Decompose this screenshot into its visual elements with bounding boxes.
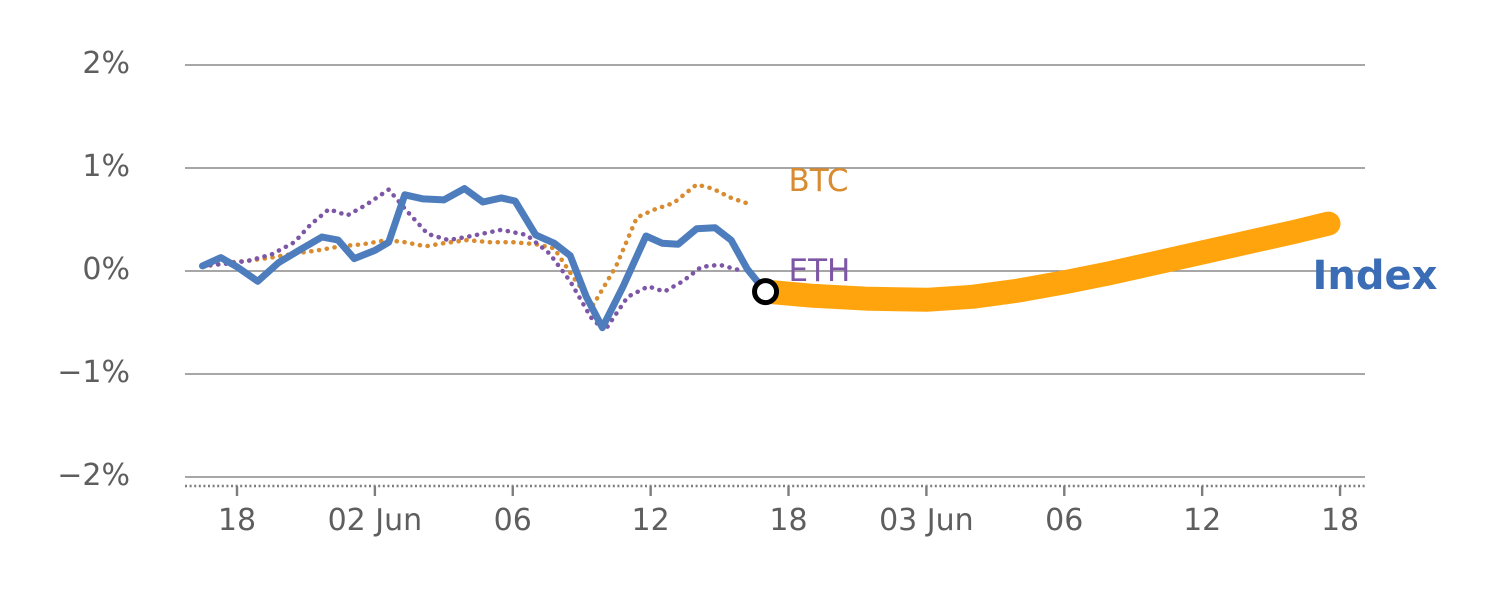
x-tick-label: 18 bbox=[217, 503, 257, 538]
current-point-marker bbox=[752, 278, 780, 306]
series-label-index: Index bbox=[1312, 253, 1438, 300]
x-tick-label: 02 Jun bbox=[327, 503, 423, 538]
y-tick-label: 1% bbox=[82, 149, 130, 184]
x-tick-label: 03 Jun bbox=[879, 503, 974, 538]
series-label-eth: ETH bbox=[788, 252, 851, 289]
x-tick-label: 06 bbox=[493, 503, 532, 538]
y-tick-label: −2% bbox=[57, 458, 130, 493]
series-line-index-forecast bbox=[753, 211, 1341, 312]
x-tick-label: 18 bbox=[769, 503, 808, 538]
series-line-index bbox=[199, 185, 769, 332]
x-tick-label: 12 bbox=[1183, 503, 1222, 538]
x-tick-label: 18 bbox=[1320, 503, 1360, 538]
y-tick-label: 0% bbox=[82, 252, 130, 287]
y-tick-label: 2% bbox=[82, 46, 130, 81]
x-tick-label: 06 bbox=[1045, 503, 1084, 538]
series-line-eth bbox=[200, 187, 745, 333]
x-tick-label: 12 bbox=[631, 503, 670, 538]
series-label-btc: BTC bbox=[788, 163, 849, 200]
y-tick-label: −1% bbox=[57, 355, 130, 390]
